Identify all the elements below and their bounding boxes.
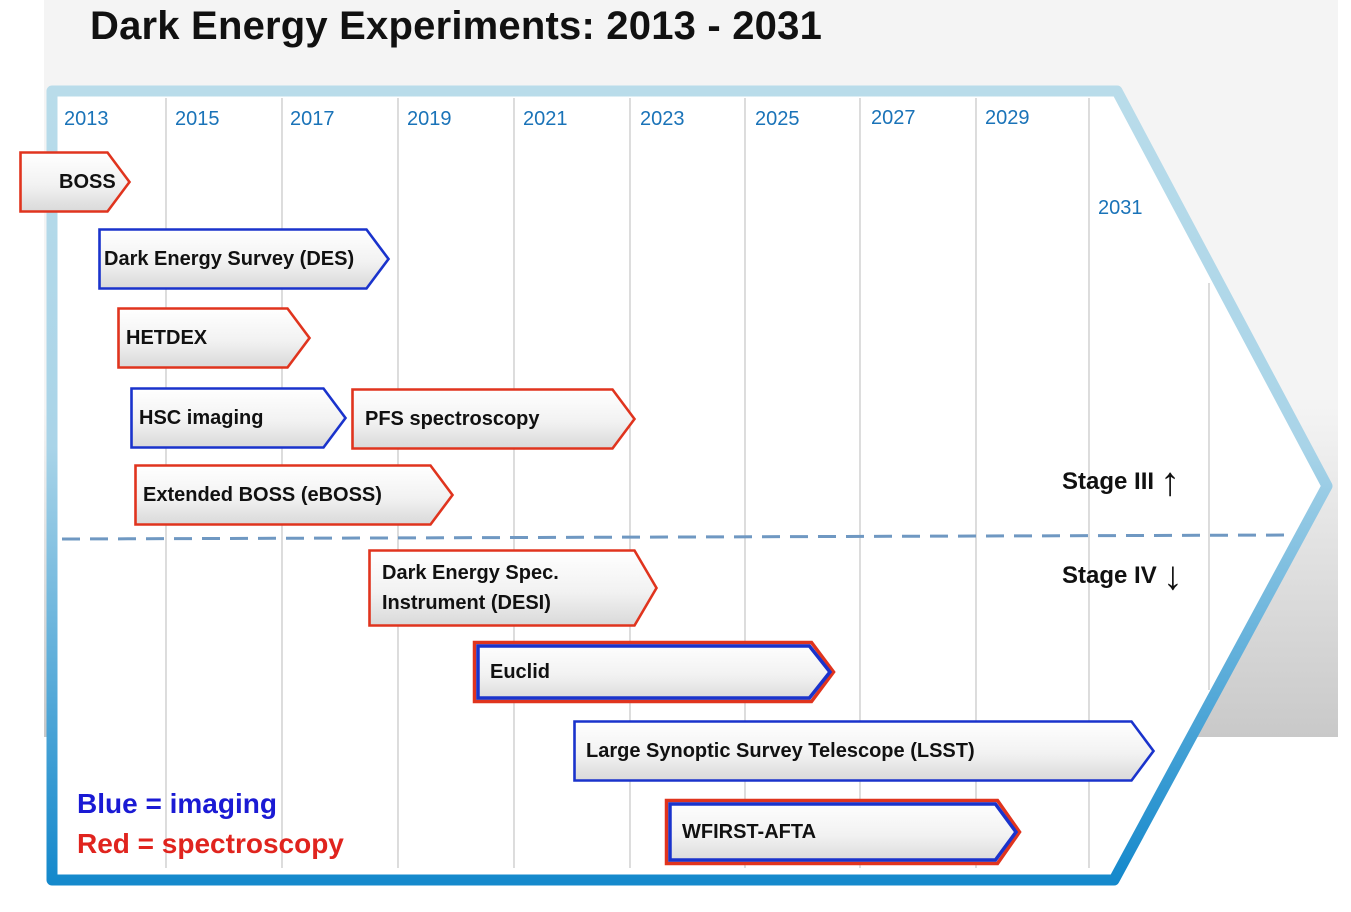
experiment-bar-lsst: Large Synoptic Survey Telescope (LSST) (573, 720, 1156, 782)
year-label: 2027 (871, 107, 916, 129)
bar-outline (19, 151, 132, 213)
experiment-label: Dark Energy Spec. Instrument (DESI) (382, 549, 559, 627)
year-label: 2019 (407, 108, 452, 130)
bar-shape (117, 307, 312, 369)
experiment-bar-pfs: PFS spectroscopy (351, 388, 637, 450)
bar-outline (98, 228, 391, 290)
experiment-label-line2: Instrument (DESI) (382, 592, 551, 614)
stage-iii-text: Stage III (1062, 468, 1155, 495)
stage-divider-line (61, 533, 1293, 541)
year-label: 2021 (523, 108, 568, 130)
experiment-bar-hsc: HSC imaging (130, 387, 348, 449)
experiment-label: WFIRST-AFTA (682, 821, 817, 843)
experiment-label: Extended BOSS (eBOSS) (143, 484, 382, 506)
bar-outline (668, 802, 1019, 862)
arrow-up-icon: ↑ (1160, 460, 1181, 504)
experiment-label: PFS spectroscopy (365, 408, 540, 430)
bar-shape (573, 720, 1156, 782)
year-label: 2025 (755, 108, 800, 130)
bar-shape (351, 388, 637, 450)
legend-imaging: Blue = imaging (77, 788, 277, 819)
bar-outline (573, 720, 1156, 782)
stage-iii-label: Stage III ↑ (1062, 462, 1180, 502)
bar-shape (19, 151, 132, 213)
bar-shape (134, 464, 455, 526)
year-label: 2023 (640, 108, 685, 130)
experiment-bar-euclid: Euclid (472, 640, 836, 704)
bar-outline (476, 644, 833, 700)
bar-outline (351, 388, 637, 450)
bar-shape (472, 640, 836, 704)
bar-outline (117, 307, 312, 369)
experiment-bar-des: Dark Energy Survey (DES) (98, 228, 391, 290)
experiment-label: Dark Energy Survey (DES) (104, 248, 355, 270)
experiment-label: HSC imaging (139, 407, 264, 429)
stage-iv-label: Stage IV ↓ (1062, 556, 1183, 596)
bar-outline (368, 549, 659, 627)
experiment-label: BOSS (59, 171, 116, 193)
experiment-label: Euclid (490, 661, 551, 683)
experiment-label: Large Synoptic Survey Telescope (LSST) (586, 740, 975, 762)
year-label: 2029 (985, 107, 1030, 129)
frame-arrow-shape (46, 85, 1333, 886)
arrow-down-icon: ↓ (1162, 554, 1183, 598)
year-label: 2017 (290, 108, 335, 130)
legend-spectroscopy: Red = spectroscopy (77, 828, 344, 859)
year-label: 2031 (1098, 197, 1143, 219)
bar-shape (98, 228, 391, 290)
experiment-bar-boss: BOSS (19, 151, 132, 213)
year-label: 2013 (64, 108, 109, 130)
bar-outline (134, 464, 455, 526)
experiment-bar-wfirst: WFIRST-AFTA (664, 798, 1022, 866)
experiment-bar-desi: Dark Energy Spec. Instrument (DESI) (368, 549, 659, 627)
bar-shape (664, 798, 1022, 866)
experiment-label-line1: Dark Energy Spec. (382, 562, 559, 584)
year-label: 2015 (175, 108, 220, 130)
experiment-label: HETDEX (126, 327, 208, 349)
bar-shape (130, 387, 348, 449)
stage-iv-text: Stage IV (1062, 562, 1157, 589)
bar-shape (368, 549, 659, 627)
experiment-bar-eboss: Extended BOSS (eBOSS) (134, 464, 455, 526)
bar-outline (664, 798, 1022, 866)
bar-outline (130, 387, 348, 449)
diagram-title: Dark Energy Experiments: 2013 - 2031 (90, 4, 823, 48)
experiment-bar-hetdex: HETDEX (117, 307, 312, 369)
bar-outline (472, 640, 836, 704)
